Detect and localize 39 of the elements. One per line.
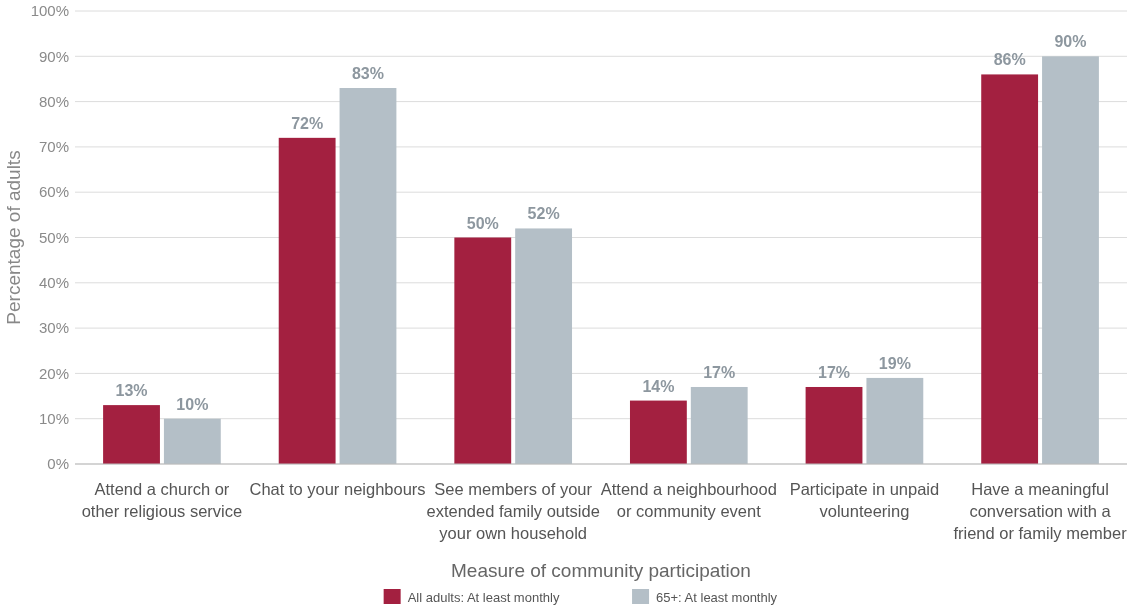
data-label: 83% <box>351 65 384 83</box>
x-tick-label: Chat to your neighbours <box>249 480 426 498</box>
x-tick-label: Attend a church or other religious service <box>81 480 243 520</box>
data-label: 13% <box>115 382 148 400</box>
legend-label: All adults: At least monthly <box>407 590 560 605</box>
data-label: 19% <box>878 354 911 372</box>
y-tick-label: 10% <box>38 409 69 427</box>
bar <box>805 386 863 464</box>
data-label: 14% <box>642 377 675 395</box>
x-tick-label: Participate in unpaid volunteering <box>789 480 940 520</box>
y-tick-label: 70% <box>38 138 69 156</box>
legend-label: 65+: At least monthly <box>656 590 778 605</box>
y-tick-label: 50% <box>38 228 69 246</box>
bar <box>103 405 160 464</box>
data-label: 17% <box>703 363 736 381</box>
data-label: 52% <box>527 205 560 223</box>
data-label: 86% <box>993 51 1026 69</box>
x-tick-label: See members of your extended family outside your own household <box>426 480 600 542</box>
data-label: 17% <box>818 363 851 381</box>
data-label: 72% <box>291 114 324 132</box>
data-label: 50% <box>466 214 499 232</box>
x-tick-label: Have a meaningful conversation with a friend or family member <box>953 480 1128 542</box>
x-axis-title: Measure of community participation <box>451 560 751 581</box>
x-tick-label: Attend a neighbourhood or community event <box>600 480 777 520</box>
bar <box>278 137 336 464</box>
y-tick-label: 40% <box>38 274 69 292</box>
data-label: 10% <box>176 395 209 413</box>
y-tick-label: 80% <box>38 92 69 110</box>
y-tick-label: 100% <box>30 2 69 20</box>
y-tick-label: 30% <box>38 319 69 337</box>
bar <box>454 237 512 464</box>
bar <box>981 74 1039 464</box>
y-axis-title: Percentage of adults <box>3 150 24 325</box>
y-tick-label: 20% <box>38 364 69 382</box>
y-tick-label: 90% <box>38 47 69 65</box>
y-tick-label: 0% <box>47 455 69 473</box>
bar <box>629 400 687 464</box>
y-tick-label: 60% <box>38 183 69 201</box>
data-label: 90% <box>1054 33 1087 51</box>
